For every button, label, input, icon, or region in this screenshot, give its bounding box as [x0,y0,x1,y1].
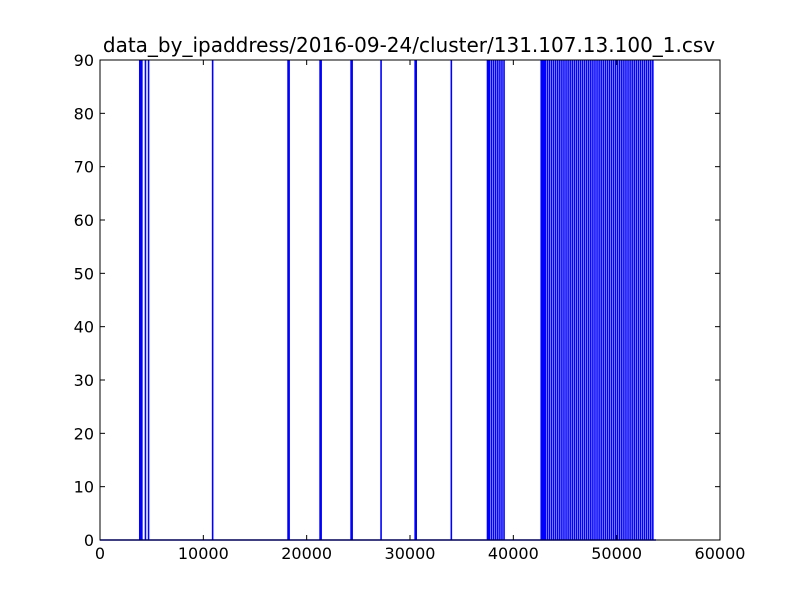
y-tick-label: 50 [74,264,94,283]
series-layer [100,60,656,541]
chart-title: data_by_ipaddress/2016-09-24/cluster/131… [103,33,715,57]
y-tick-label: 70 [74,158,94,177]
y-tick-label: 90 [74,51,94,70]
x-tick-label: 10000 [178,544,229,563]
x-tick-label: 0 [95,544,105,563]
y-tick-label: 20 [74,424,94,443]
y-tick-label: 0 [84,531,94,550]
x-tick-label: 30000 [385,544,436,563]
axes-layer: 0 10000 20000 30000 40000 50000 60000 0 10 20 30 40… [74,51,746,563]
x-tick-label: 20000 [281,544,332,563]
y-tick-label: 10 [74,478,94,497]
y-tick-label: 80 [74,104,94,123]
x-tick-label: 60000 [695,544,746,563]
x-tick-label: 40000 [488,544,539,563]
x-tick-label: 50000 [591,544,642,563]
y-tick-label: 30 [74,371,94,390]
y-tick-label: 40 [74,318,94,337]
y-tick-label: 60 [74,211,94,230]
